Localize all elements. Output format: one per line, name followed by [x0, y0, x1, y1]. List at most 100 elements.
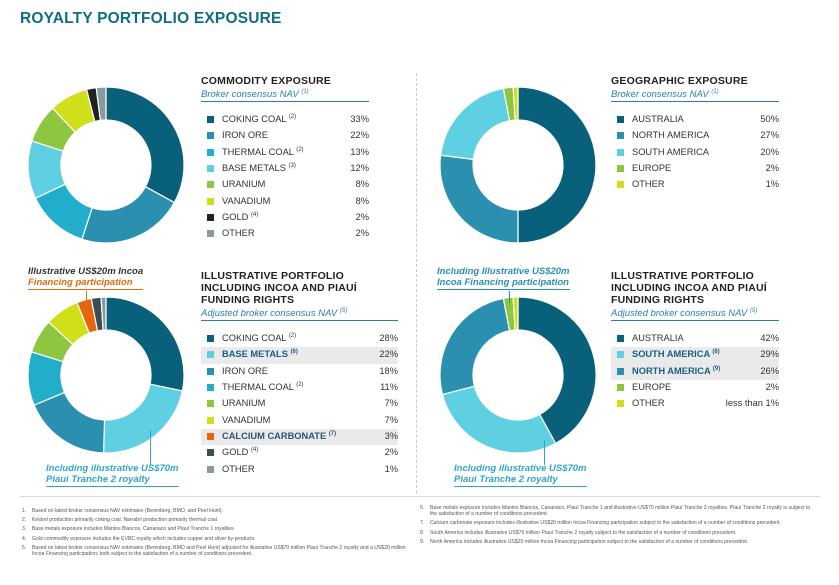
legend-value: 22%	[379, 349, 398, 360]
slice-coking-coal	[105, 86, 185, 204]
legend-item-australia: AUSTRALIA 50%	[611, 112, 779, 128]
legend-swatch	[617, 351, 624, 359]
legend: AUSTRALIA 42% SOUTH AMERICA (8) 29% NORTH A…	[611, 331, 779, 412]
slice-other	[95, 86, 107, 122]
slice-australia	[517, 86, 597, 244]
legend-value: 11%	[380, 382, 398, 393]
legend-item-north-america: NORTH AMERICA (9) 26%	[611, 363, 779, 381]
footnote: 2. Kestrel production primarily coking co…	[22, 517, 412, 523]
footnote: 4. Gold commodity exposure includes the E…	[22, 536, 412, 542]
footnote-ref: (4)	[250, 447, 259, 454]
legend-value: 42%	[760, 333, 779, 344]
footnote-ref: (8)	[712, 349, 720, 356]
slice-australia	[517, 296, 597, 445]
legend-item-other: OTHER 1%	[201, 462, 398, 478]
legend-value: 7%	[384, 414, 398, 425]
legend-value: 1%	[384, 463, 398, 474]
legend-value: 7%	[384, 398, 398, 409]
legend-swatch	[617, 400, 624, 408]
legend-value: 28%	[379, 333, 398, 344]
legend-label: OTHER	[632, 179, 665, 190]
legend-swatch	[617, 335, 624, 343]
legend-label: GOLD (4)	[222, 211, 259, 223]
footnote-ref: (4)	[250, 211, 259, 218]
legend-swatch	[207, 335, 214, 343]
legend-swatch	[617, 181, 624, 189]
legend: COKING COAL (2) 28% BASE METALS (6) 22% IRON…	[201, 331, 398, 478]
legend-value: 3%	[384, 430, 398, 441]
chart-subtitle: Broker consensus NAV (1)	[611, 89, 779, 103]
legend-item-base-metals: BASE METALS (6) 22%	[201, 347, 398, 364]
center-divider	[416, 73, 417, 493]
legend-label: OTHER	[632, 398, 665, 409]
legend-label: COKING COAL (2)	[222, 333, 297, 344]
legend-swatch	[207, 449, 214, 457]
legend-value: 13%	[350, 146, 369, 157]
legend-item-vanadium: VANADIUM 7%	[201, 413, 398, 429]
legend: AUSTRALIA 50% NORTH AMERICA 27% SOUTH AMER…	[611, 112, 779, 193]
legend-label: URANIUM	[222, 179, 266, 190]
legend-item-australia: AUSTRALIA 42%	[611, 331, 779, 347]
legend-swatch	[617, 116, 624, 124]
footnote-text: Calcium carbonate exposure includes illu…	[430, 520, 781, 527]
legend-label: VANADIUM	[222, 414, 271, 425]
footnote-text: Based on latest broker consensus NAV est…	[32, 544, 406, 558]
footnote-number: 7.	[420, 520, 425, 527]
legend-item-other: OTHER 2%	[201, 226, 369, 242]
legend-label: GOLD (4)	[222, 447, 259, 458]
footnote-ref: (6)	[290, 349, 298, 356]
legend-swatch	[207, 132, 214, 140]
illustrative-commodity-donut	[27, 296, 185, 454]
legend-swatch	[207, 432, 214, 440]
piaui-leader-right	[544, 440, 545, 465]
legend-swatch	[207, 400, 214, 408]
legend-value: 2%	[355, 211, 369, 222]
chart-title: GEOGRAPHIC EXPOSURE	[611, 75, 748, 87]
footnotes-left: 1. Based on latest broker consensus NAV e…	[22, 508, 412, 560]
footnote-text: Base metals exposure includes Mantos Bla…	[430, 505, 811, 518]
legend-value: 2%	[355, 228, 369, 239]
footnote-ref: (2)	[288, 114, 297, 121]
illustrative-geographic-panel: ILLUSTRATIVE PORTFOLIO INCLUDING INCOA A…	[611, 270, 779, 413]
legend-swatch	[207, 148, 214, 156]
footnote-number: 2.	[22, 517, 27, 524]
legend-swatch	[207, 165, 214, 173]
slice-iron-ore	[33, 391, 106, 454]
legend-swatch	[617, 148, 624, 156]
legend-swatch	[207, 197, 214, 205]
legend-label: NORTH AMERICA	[632, 130, 710, 141]
legend-swatch	[207, 351, 214, 359]
footnote-number: 8.	[420, 529, 425, 536]
legend-label: IRON ORE	[222, 365, 268, 376]
commodity-panel: COMMODITY EXPOSURE Broker consensus NAV …	[201, 75, 369, 243]
legend-swatch	[207, 116, 214, 124]
legend-item-uranium: URANIUM 8%	[201, 177, 369, 193]
legend-label: EUROPE	[632, 382, 672, 393]
legend-value: 27%	[760, 130, 779, 141]
slice-base-metals	[102, 383, 184, 454]
chart-subtitle: Adjusted broker consensus NAV (5)	[201, 308, 398, 322]
slice-north-america	[439, 154, 519, 244]
legend-swatch	[207, 181, 214, 189]
legend-label: SOUTH AMERICA (8)	[632, 349, 720, 360]
legend-item-iron-ore: IRON ORE 22%	[201, 128, 369, 144]
piaui-callout-right: Including illustrative US$70m Piauí Tran…	[454, 463, 587, 487]
legend-swatch	[207, 384, 214, 392]
legend-value: 2%	[765, 382, 779, 393]
legend-swatch	[617, 367, 624, 375]
footnote-ref: (2)	[288, 333, 297, 340]
legend-label: CALCIUM CARBONATE (7)	[222, 430, 337, 442]
legend-value: 22%	[350, 130, 369, 141]
footnote-text: Base metals exposure includes Mantos Bla…	[32, 526, 236, 533]
legend-item-gold: GOLD (4) 2%	[201, 445, 398, 461]
footnote-number: 4.	[22, 535, 27, 542]
legend-item-south-america: SOUTH AMERICA 20%	[611, 145, 779, 161]
legend-item-south-america: SOUTH AMERICA (8) 29%	[611, 347, 779, 364]
legend-swatch	[207, 213, 214, 221]
incoa-callout-right: Including Illustrative US$20m Incoa Fina…	[437, 266, 570, 290]
chart-subtitle: Adjusted broker consensus NAV (5)	[611, 308, 779, 322]
legend-value: 26%	[760, 365, 779, 376]
page-title: ROYALTY PORTFOLIO EXPOSURE	[20, 10, 282, 27]
legend-value: 18%	[379, 365, 398, 376]
slice-other	[512, 86, 519, 121]
